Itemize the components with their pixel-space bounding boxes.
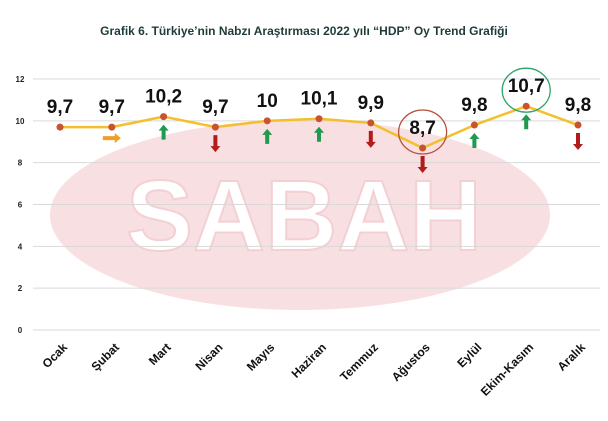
x-tick-label: Nisan: [193, 340, 226, 373]
data-point: [574, 121, 582, 129]
x-tick-label: Ekim-Kasım: [478, 340, 536, 398]
data-label: 8,7: [409, 118, 435, 139]
y-tick-label: 8: [18, 159, 23, 168]
data-label: 9,7: [202, 97, 228, 118]
arrow-down-icon: [573, 133, 583, 151]
highlight-circle: [397, 109, 448, 155]
data-point: [108, 123, 116, 131]
data-label: 10,7: [508, 76, 545, 97]
chart-title: Grafik 6. Türkiye’nin Nabzı Araştırması …: [100, 24, 508, 38]
watermark-text: SABAH: [126, 160, 482, 272]
data-point: [522, 102, 530, 110]
x-tick-label: Eylül: [454, 340, 484, 370]
y-tick-label: 12: [16, 75, 25, 84]
arrow-up-icon: [314, 126, 324, 142]
data-label: 10: [257, 91, 278, 112]
x-tick-label: Ocak: [39, 340, 70, 371]
data-point: [419, 144, 427, 152]
data-point: [315, 115, 323, 123]
data-label: 10,2: [145, 87, 182, 108]
arrow-down-icon: [210, 135, 221, 153]
x-tick-label: Mart: [146, 340, 174, 368]
arrow-up-icon: [158, 124, 169, 140]
x-tick-label: Şubat: [88, 340, 121, 373]
x-tick-label: Mayıs: [244, 340, 278, 374]
data-label: 9,7: [99, 97, 125, 118]
data-label: 9,7: [47, 97, 73, 118]
arrow-right-icon: [102, 133, 121, 144]
data-label: 9,9: [358, 93, 384, 114]
highlight-circle: [501, 67, 551, 113]
data-label: 9,8: [565, 95, 591, 116]
arrow-up-icon: [469, 133, 480, 149]
arrow-up-icon: [262, 128, 273, 144]
y-tick-label: 0: [18, 326, 23, 335]
x-tick-label: Ağustos: [389, 340, 433, 384]
data-point: [367, 119, 375, 127]
y-tick-label: 6: [18, 201, 23, 210]
data-point: [160, 113, 168, 121]
x-tick-label: Temmuz: [337, 340, 381, 384]
arrow-down-icon: [365, 130, 376, 148]
data-point: [211, 123, 219, 131]
data-point: [470, 121, 478, 129]
data-point: [56, 123, 64, 131]
y-tick-label: 4: [18, 242, 23, 251]
x-tick-label: Aralık: [555, 340, 589, 374]
x-tick-label: Haziran: [289, 340, 330, 381]
data-label: 10,1: [301, 89, 338, 110]
arrow-up-icon: [521, 114, 532, 130]
y-tick-label: 2: [18, 284, 23, 293]
data-label: 9,8: [461, 95, 487, 116]
y-tick-label: 10: [16, 117, 25, 126]
arrow-down-icon: [417, 156, 428, 174]
data-point: [263, 117, 271, 125]
